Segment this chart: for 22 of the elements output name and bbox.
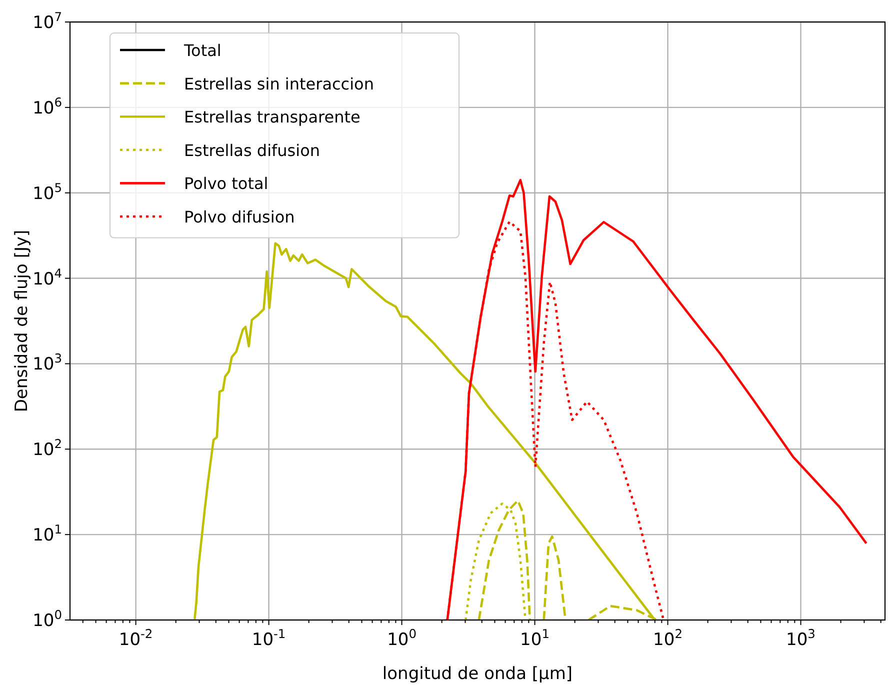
y-tick-label: 10$^{3}$ <box>32 352 62 375</box>
y-tick-label: 10$^{4}$ <box>32 266 62 290</box>
x-tick-label: 10$^{-2}$ <box>118 627 153 650</box>
y-tick-label: 10$^{5}$ <box>32 180 62 204</box>
y-tick-label: 10$^{0}$ <box>32 608 62 631</box>
legend-label: Estrellas transparente <box>184 108 360 127</box>
legend-label: Polvo total <box>184 174 268 194</box>
y-tick-label: 10$^{2}$ <box>32 437 62 460</box>
y-tick-label: 10$^{1}$ <box>32 522 62 546</box>
y-tick-label: 10$^{6}$ <box>32 95 62 118</box>
x-tick-label: 10$^{1}$ <box>520 627 550 650</box>
x-axis-title: longitud de onda [μm] <box>382 664 573 684</box>
y-tick-label: 10$^{7}$ <box>32 10 62 33</box>
x-tick-label: 10$^{3}$ <box>786 627 816 650</box>
legend-label: Estrellas sin interaccion <box>184 74 374 94</box>
x-tick-label: 10$^{2}$ <box>653 627 682 650</box>
legend-label: Estrellas difusion <box>184 140 320 160</box>
x-tick-label: 10$^{0}$ <box>387 627 417 650</box>
x-tick-label: 10$^{-1}$ <box>252 627 286 650</box>
legend-label: Total <box>183 41 222 60</box>
y-axis-title: Densidad de flujo [Jy] <box>12 230 32 412</box>
legend-label: Polvo difusion <box>184 208 295 226</box>
